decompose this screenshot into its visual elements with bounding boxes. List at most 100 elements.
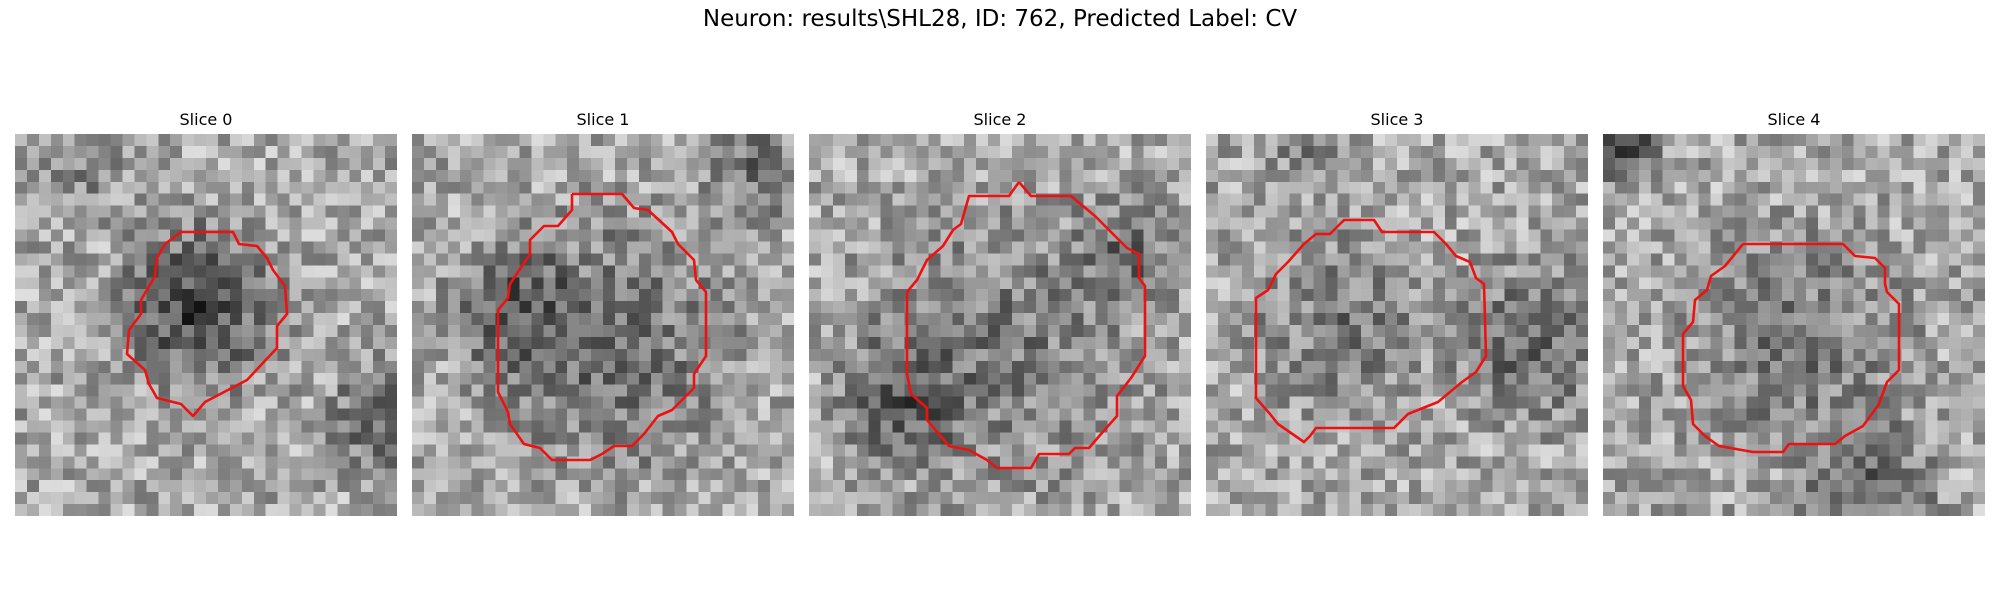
- image-pixel: [1492, 301, 1506, 314]
- image-pixel: [1155, 432, 1168, 445]
- image-pixel: [1325, 313, 1338, 326]
- image-pixel: [892, 360, 906, 374]
- image-pixel: [698, 193, 712, 207]
- image-pixel: [313, 134, 326, 147]
- image-pixel: [1107, 134, 1120, 147]
- image-pixel: [1229, 372, 1243, 386]
- image-pixel: [1698, 301, 1712, 314]
- image-pixel: [988, 277, 1001, 290]
- image-pixel: [301, 384, 315, 398]
- image-pixel: [373, 384, 386, 398]
- image-pixel: [1385, 313, 1398, 326]
- image-pixel: [1552, 396, 1565, 410]
- image-pixel: [1925, 205, 1938, 219]
- image-pixel: [844, 420, 858, 434]
- image-pixel: [531, 432, 544, 445]
- image-pixel: [1011, 336, 1025, 350]
- image-pixel: [1059, 468, 1073, 481]
- image-pixel: [1710, 313, 1723, 326]
- image-pixel: [217, 504, 231, 516]
- image-pixel: [1143, 241, 1156, 254]
- image-pixel: [746, 372, 759, 386]
- image-pixel: [579, 325, 592, 338]
- image-pixel: [1614, 134, 1628, 147]
- image-pixel: [1253, 277, 1267, 290]
- image-pixel: [1313, 193, 1326, 207]
- image-pixel: [241, 169, 255, 183]
- image-pixel: [1420, 265, 1434, 278]
- image-pixel: [1011, 444, 1025, 457]
- image-pixel: [614, 205, 628, 219]
- image-pixel: [38, 313, 52, 326]
- image-pixel: [880, 193, 894, 207]
- image-pixel: [1167, 360, 1180, 374]
- image-pixel: [591, 169, 604, 183]
- image-pixel: [809, 456, 822, 469]
- image-pixel: [1746, 217, 1759, 231]
- image-pixel: [1313, 229, 1326, 243]
- image-pixel: [722, 480, 735, 493]
- image-pixel: [1603, 134, 1616, 147]
- image-pixel: [1143, 205, 1156, 219]
- image-pixel: [1564, 468, 1577, 481]
- image-pixel: [1241, 420, 1255, 434]
- image-pixel: [74, 384, 88, 398]
- image-pixel: [1373, 277, 1386, 290]
- image-pixel: [38, 456, 52, 469]
- image-pixel: [289, 301, 303, 314]
- image-pixel: [579, 504, 592, 516]
- image-pixel: [1638, 134, 1652, 147]
- image-pixel: [38, 492, 52, 505]
- image-pixel: [182, 348, 195, 362]
- image-pixel: [1047, 301, 1061, 314]
- image-pixel: [1603, 348, 1616, 362]
- image-pixel: [614, 468, 628, 481]
- image-pixel: [892, 289, 906, 302]
- image-pixel: [555, 504, 568, 516]
- image-pixel: [385, 408, 397, 422]
- image-pixel: [1325, 492, 1338, 505]
- image-pixel: [1229, 265, 1243, 278]
- image-pixel: [26, 289, 40, 302]
- image-pixel: [892, 325, 906, 338]
- image-pixel: [1155, 396, 1168, 410]
- image-pixel: [1131, 432, 1144, 445]
- image-pixel: [313, 181, 326, 195]
- image-pixel: [110, 432, 124, 445]
- image-pixel: [916, 432, 929, 445]
- image-pixel: [1603, 408, 1616, 422]
- image-pixel: [26, 169, 40, 183]
- image-pixel: [1119, 181, 1132, 195]
- image-pixel: [1179, 384, 1191, 398]
- image-pixel: [361, 456, 374, 469]
- image-pixel: [1722, 241, 1735, 254]
- image-pixel: [337, 480, 350, 493]
- image-pixel: [543, 360, 556, 374]
- image-pixel: [555, 468, 568, 481]
- image-pixel: [1265, 145, 1279, 159]
- image-pixel: [976, 253, 989, 266]
- image-pixel: [1313, 444, 1326, 457]
- image-pixel: [1035, 336, 1049, 350]
- slice-title-4: Slice 4: [1767, 110, 1821, 129]
- image-pixel: [746, 456, 759, 469]
- image-pixel: [650, 313, 664, 326]
- image-pixel: [412, 277, 425, 290]
- image-pixel: [1638, 360, 1652, 374]
- image-pixel: [710, 408, 723, 422]
- image-pixel: [1603, 241, 1616, 254]
- image-pixel: [1758, 229, 1771, 243]
- image-pixel: [74, 193, 88, 207]
- image-pixel: [1937, 420, 1950, 434]
- image-pixel: [1686, 384, 1700, 398]
- image-pixel: [1035, 420, 1049, 434]
- image-pixel: [1241, 277, 1255, 290]
- image-pixel: [385, 301, 397, 314]
- image-pixel: [1901, 396, 1914, 410]
- image-pixel: [1143, 396, 1156, 410]
- image-pixel: [1674, 396, 1688, 410]
- image-pixel: [1564, 432, 1577, 445]
- image-pixel: [194, 157, 207, 171]
- image-pixel: [626, 444, 640, 457]
- image-pixel: [217, 205, 231, 219]
